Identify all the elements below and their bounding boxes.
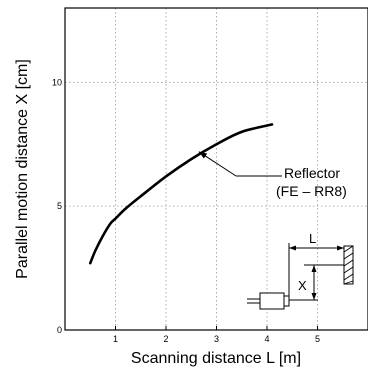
y-tick-label: 10	[52, 77, 62, 87]
x-tick-label: 1	[113, 334, 118, 344]
x-tick-label: 3	[214, 334, 219, 344]
grid-lines	[65, 8, 368, 330]
annotation-label-line1: Reflector	[284, 165, 340, 181]
y-tick-label: 0	[57, 325, 62, 335]
reflector-hatching	[343, 245, 354, 285]
sensor-lens	[283, 295, 290, 307]
annotation-arrowhead	[198, 151, 208, 159]
dimension-X-arrow-bottom	[311, 293, 317, 300]
x-tick-label: 4	[264, 334, 269, 344]
dimension-L-arrow-left	[289, 245, 296, 251]
annotation-label-line2: (FE – RR8)	[276, 183, 347, 199]
dimension-X-label: X	[298, 278, 307, 293]
y-tick-label: 5	[57, 201, 62, 211]
dimension-X-arrow-top	[311, 265, 317, 272]
axis-ticks: 1 2 3 4 5 0 5 10	[52, 77, 320, 344]
dimension-L-arrow-right	[337, 245, 344, 251]
y-axis-label: Parallel motion distance X [cm]	[14, 59, 31, 279]
x-tick-label: 5	[315, 334, 320, 344]
sensor-body	[259, 292, 285, 310]
sensor-reflector-diagram: L X	[247, 231, 354, 310]
x-tick-label: 2	[163, 334, 168, 344]
reflector-annotation: Reflector (FE – RR8)	[198, 151, 347, 199]
series-layer	[88, 123, 274, 265]
dimension-L-label: L	[309, 231, 316, 246]
x-axis-label: Scanning distance L [m]	[131, 350, 301, 367]
series-line-reflector	[88, 123, 274, 265]
